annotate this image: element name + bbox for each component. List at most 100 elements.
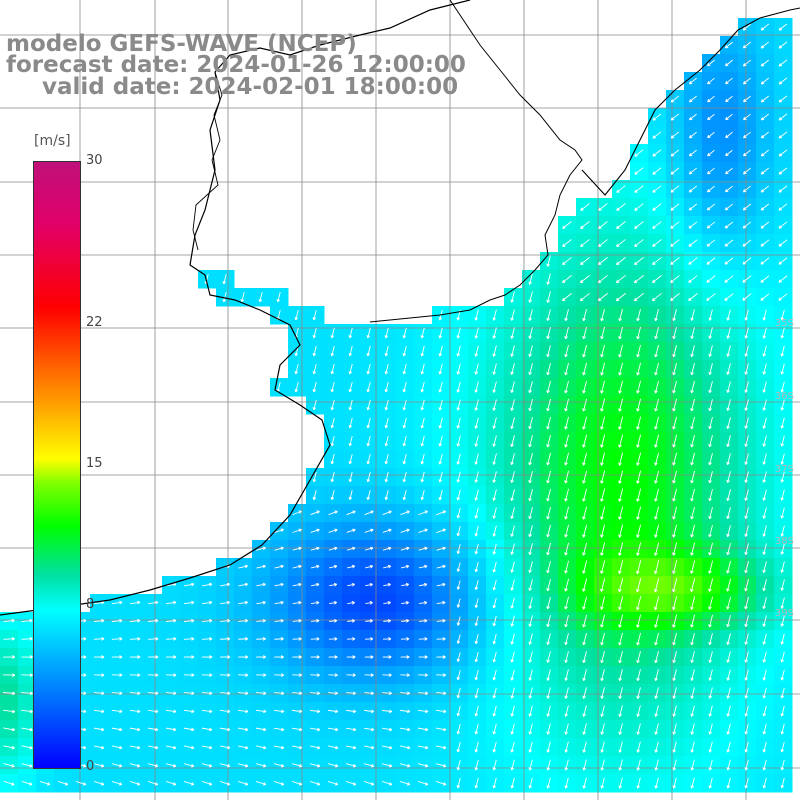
wind-arrow: [654, 309, 659, 322]
wind-arrow: [618, 416, 624, 430]
wind-arrow: [327, 745, 339, 750]
wind-arrow: [672, 452, 678, 466]
wind-arrow: [438, 417, 443, 429]
wind-arrow: [708, 381, 713, 394]
wind-arrow: [744, 417, 749, 429]
wind-arrow: [616, 239, 626, 248]
wind-arrow: [237, 727, 249, 732]
wind-arrow: [382, 655, 392, 659]
wind-arrow: [546, 524, 551, 538]
wind-arrow: [312, 472, 317, 483]
wind-arrow: [744, 651, 749, 663]
wind-arrow: [273, 727, 285, 732]
wind-arrow: [365, 619, 373, 623]
wind-arrow: [510, 741, 515, 753]
wind-arrow: [345, 763, 357, 768]
wind-arrow: [402, 345, 407, 357]
wind-arrow: [365, 601, 373, 605]
wind-arrow: [147, 745, 159, 750]
wind-arrow: [690, 363, 695, 376]
wind-arrow: [347, 564, 356, 569]
wind-arrow: [165, 763, 177, 768]
wind-arrow: [492, 687, 497, 699]
wind-arrow: [348, 363, 353, 375]
wind-arrow: [780, 723, 785, 735]
wind-arrow: [201, 673, 213, 677]
wind-arrow: [310, 528, 320, 533]
wind-arrow: [690, 380, 695, 394]
wind-arrow: [564, 434, 570, 448]
wind-arrow: [688, 167, 697, 175]
wind-arrow: [564, 362, 569, 376]
wind-arrow: [456, 381, 461, 393]
wind-arrow: [474, 634, 479, 645]
wind-arrow: [420, 363, 425, 375]
wind-arrow: [492, 507, 497, 519]
wind-arrow: [365, 582, 373, 587]
wind-arrow: [400, 546, 410, 551]
wind-arrow: [510, 453, 515, 466]
wind-arrow: [418, 546, 428, 551]
wind-arrow: [456, 580, 461, 590]
wind-arrow: [364, 673, 374, 677]
wind-arrow: [348, 345, 353, 357]
wind-arrow: [744, 309, 749, 321]
wind-arrow: [528, 741, 533, 753]
wind-arrow: [618, 308, 623, 322]
wind-arrow: [600, 777, 605, 789]
wind-arrow: [510, 381, 515, 393]
wind-arrow: [363, 745, 375, 750]
wind-arrow: [366, 399, 371, 411]
wind-arrow: [274, 600, 284, 605]
wind-arrow: [744, 759, 749, 771]
wind-arrow: [183, 691, 195, 696]
wind-arrow: [582, 488, 588, 502]
wind-arrow: [672, 398, 677, 412]
latitude-label: 36S: [774, 391, 794, 402]
wind-arrow: [670, 149, 680, 157]
wind-arrow: [183, 582, 195, 587]
colorbar-tick-label: 8: [86, 597, 95, 613]
wind-arrow: [654, 669, 659, 682]
wind-arrow: [582, 596, 588, 610]
wind-arrow: [219, 763, 231, 768]
wind-arrow: [528, 309, 533, 321]
wind-arrow: [778, 149, 788, 157]
wind-arrow: [292, 673, 302, 677]
wind-arrow: [708, 363, 713, 376]
wind-arrow: [654, 416, 660, 430]
wind-arrow: [436, 655, 446, 659]
wind-arrow: [762, 579, 767, 592]
latitude-label: 38S: [774, 536, 794, 547]
wind-arrow: [672, 380, 677, 394]
wind-arrow: [654, 362, 659, 376]
wind-arrow: [492, 309, 497, 321]
wind-arrow: [582, 578, 588, 592]
wind-arrow: [328, 691, 339, 696]
wind-arrow: [111, 763, 123, 768]
wind-arrow: [384, 490, 389, 501]
wind-arrow: [474, 381, 479, 393]
wind-arrow: [510, 435, 515, 448]
wind-arrow: [492, 471, 497, 483]
wind-arrow: [202, 781, 213, 786]
wind-arrow: [420, 453, 425, 465]
wind-arrow: [546, 542, 551, 556]
wind-arrow: [528, 615, 533, 627]
wind-arrow: [510, 597, 515, 609]
wind-arrow: [672, 651, 677, 664]
wind-arrow: [744, 345, 749, 357]
wind-arrow: [39, 781, 51, 786]
wind-arrow: [600, 326, 605, 340]
wind-arrow: [420, 327, 425, 339]
wind-arrow: [708, 741, 713, 753]
wind-arrow: [492, 651, 497, 663]
wind-arrow: [528, 291, 533, 303]
wind-arrow: [580, 257, 590, 266]
wind-arrow: [688, 77, 697, 85]
wind-arrow: [365, 637, 374, 641]
wind-arrow: [418, 655, 428, 659]
wind-arrow: [564, 309, 569, 322]
wind-arrow: [237, 709, 249, 714]
